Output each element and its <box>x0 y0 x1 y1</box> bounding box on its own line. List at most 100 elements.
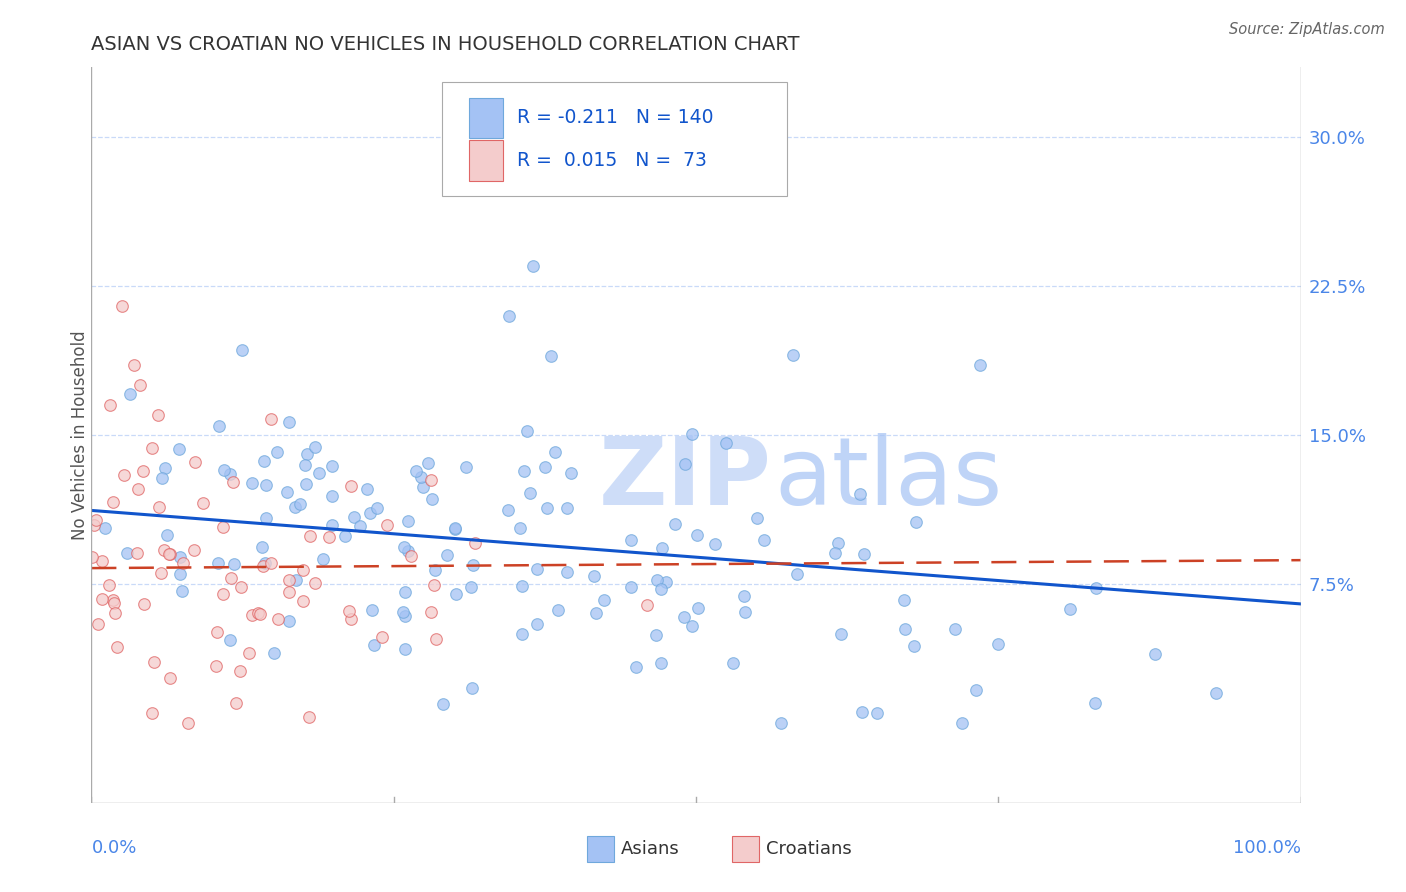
Point <box>294 458 316 473</box>
Bar <box>468 140 502 181</box>
Point <box>278 614 301 628</box>
Point <box>593 592 616 607</box>
Point <box>560 466 582 480</box>
Point <box>321 459 343 474</box>
Point <box>420 492 443 507</box>
Point <box>436 548 458 562</box>
Point <box>360 603 382 617</box>
Point <box>461 681 484 695</box>
Point <box>212 520 235 534</box>
Point <box>184 455 207 469</box>
Point <box>142 655 165 669</box>
Point <box>965 682 987 697</box>
Point <box>1085 582 1108 596</box>
Point <box>254 478 277 492</box>
Point <box>103 495 125 509</box>
Point <box>148 500 170 515</box>
Point <box>295 476 318 491</box>
Point <box>394 608 416 623</box>
Point <box>150 566 173 581</box>
Point <box>716 435 738 450</box>
Point <box>103 596 125 610</box>
Point <box>420 473 443 487</box>
Y-axis label: No Vehicles in Household: No Vehicles in Household <box>72 330 89 540</box>
Point <box>655 574 678 589</box>
Point <box>212 587 235 601</box>
Point <box>1205 686 1227 700</box>
Point <box>104 606 127 620</box>
Point <box>122 358 145 372</box>
FancyBboxPatch shape <box>441 81 786 195</box>
Point <box>321 517 343 532</box>
Point <box>721 657 744 671</box>
Point <box>90 591 112 606</box>
Point <box>673 457 696 471</box>
Point <box>624 659 647 673</box>
Point <box>249 607 271 622</box>
Point <box>167 442 190 457</box>
Point <box>786 567 808 582</box>
Point <box>105 640 128 654</box>
Point <box>304 576 326 591</box>
Point <box>288 497 311 511</box>
Text: Source: ZipAtlas.com: Source: ZipAtlas.com <box>1229 22 1385 37</box>
Point <box>498 309 520 323</box>
Point <box>225 697 247 711</box>
Point <box>405 464 427 478</box>
Point <box>337 604 360 618</box>
Point <box>207 556 229 570</box>
Point <box>254 556 277 570</box>
Point <box>409 470 432 484</box>
Point <box>512 464 534 478</box>
Point <box>291 563 314 577</box>
Point <box>645 573 668 587</box>
Point <box>266 445 288 459</box>
Point <box>522 259 544 273</box>
Point <box>370 630 392 644</box>
Point <box>1059 602 1081 616</box>
Point <box>853 547 876 561</box>
Point <box>111 299 132 313</box>
Point <box>229 664 252 678</box>
Point <box>893 623 915 637</box>
Point <box>247 607 270 621</box>
Point <box>664 517 686 532</box>
Point <box>340 479 363 493</box>
Point <box>754 533 776 547</box>
Text: atlas: atlas <box>775 433 1002 525</box>
Point <box>396 544 419 558</box>
Point <box>432 698 454 712</box>
Point <box>298 710 321 724</box>
Point <box>620 533 643 548</box>
Point <box>118 386 141 401</box>
Point <box>585 606 607 620</box>
Point <box>866 706 889 721</box>
Point <box>172 583 194 598</box>
Point <box>827 536 849 550</box>
Point <box>340 612 363 626</box>
Point <box>509 521 531 535</box>
Point <box>437 159 460 173</box>
Point <box>276 485 298 500</box>
Point <box>333 529 356 543</box>
Point <box>987 637 1010 651</box>
Point <box>512 579 534 593</box>
Point <box>278 585 301 599</box>
Text: Croatians: Croatians <box>766 840 852 858</box>
Bar <box>468 98 502 138</box>
Point <box>903 639 925 653</box>
Point <box>308 466 330 480</box>
Point <box>84 513 107 527</box>
Point <box>266 612 288 626</box>
Point <box>734 605 756 619</box>
Point <box>444 587 467 601</box>
Point <box>650 582 672 597</box>
Point <box>905 515 928 529</box>
Point <box>159 547 181 561</box>
Point <box>132 597 155 611</box>
Point <box>177 716 200 731</box>
Text: 0.0%: 0.0% <box>91 838 136 856</box>
Point <box>519 485 541 500</box>
Point <box>250 540 273 554</box>
Point <box>582 569 605 583</box>
